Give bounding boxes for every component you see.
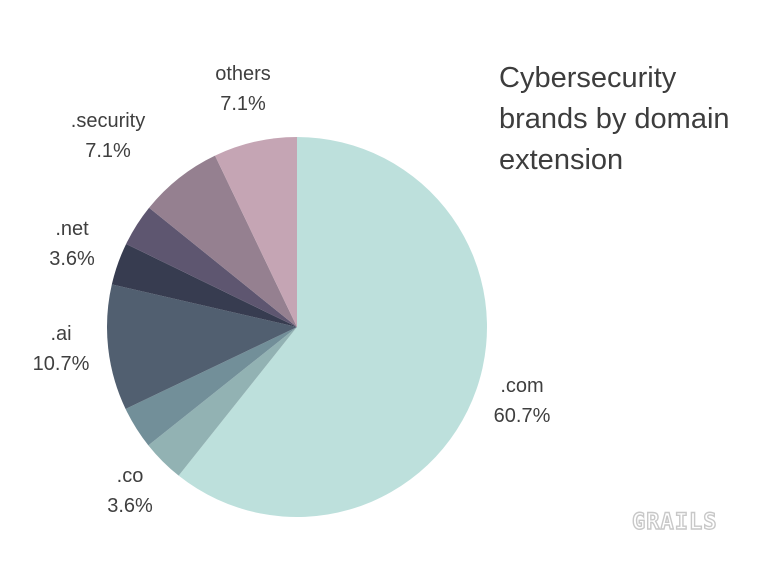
slice-label-value: 3.6% [107, 495, 153, 517]
slice-label-value: 3.6% [49, 248, 95, 270]
slice-label-name: .co [117, 465, 144, 487]
slice-label-name: others [215, 63, 271, 85]
slice-label-name: .net [55, 218, 89, 240]
pie-slice-security [149, 155, 297, 327]
pie-slice-unlabeled-5 [126, 207, 297, 327]
slice-label-name: .security [71, 110, 145, 132]
pie-slice-others [215, 137, 297, 327]
slice-label-value: 7.1% [85, 140, 131, 162]
slice-label-value: 7.1% [220, 93, 266, 115]
chart-title-line-3: extension [499, 144, 624, 176]
pie-slice-com [178, 137, 487, 517]
slice-label-value: 10.7% [33, 353, 90, 375]
pie-slice-ai [107, 284, 297, 409]
pie-slice-net [111, 243, 297, 327]
slice-label-value: 60.7% [494, 405, 551, 427]
chart-title: Cybersecurity brands by domain extension [499, 58, 759, 181]
pie-slices [107, 137, 487, 517]
pie-labels: .com 60.7% .co 3.6% .ai 10.7% .net 3.6% .securit… [33, 63, 551, 517]
slice-label-name: .ai [50, 323, 71, 345]
pie-slice-co [125, 327, 298, 446]
slice-label-name: .com [500, 375, 543, 397]
chart-title-line-1: Cybersecurity [499, 62, 677, 94]
chart-title-line-2: brands by domain [499, 103, 730, 135]
pie-slice-unlabeled-1 [148, 327, 297, 476]
grails-logo: GRAILS [631, 509, 718, 535]
